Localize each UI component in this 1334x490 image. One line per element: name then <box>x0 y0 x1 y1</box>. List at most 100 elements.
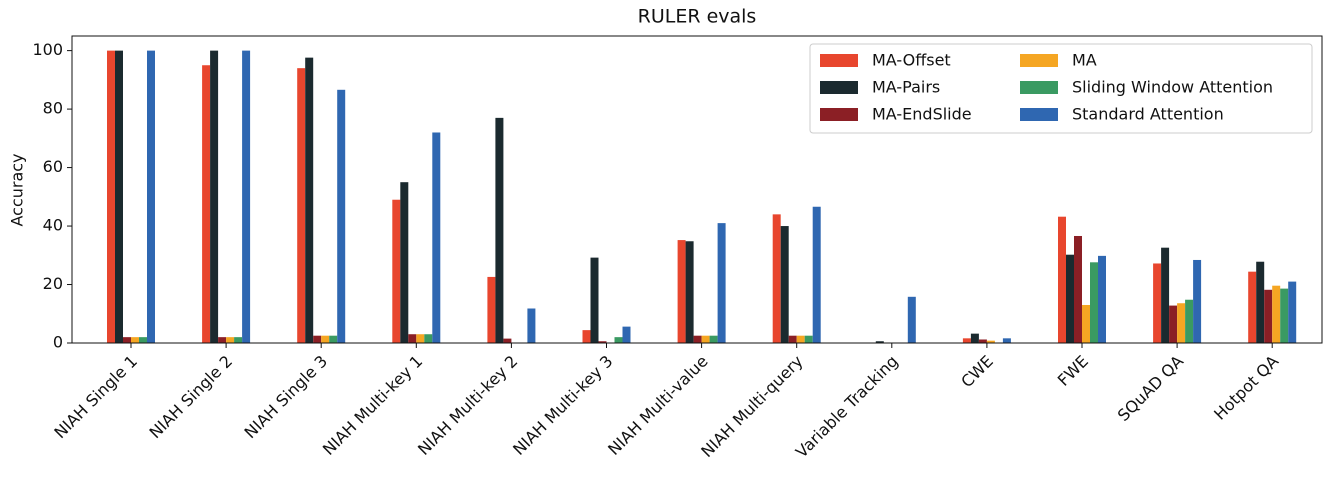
bar <box>986 340 995 343</box>
bar <box>1177 303 1186 343</box>
x-tick-label: NIAH Single 1 <box>50 352 141 443</box>
bar <box>242 50 251 343</box>
bar <box>226 337 235 343</box>
bar <box>139 337 147 343</box>
y-tick-label: 40 <box>43 216 63 235</box>
y-tick-label: 60 <box>43 157 63 176</box>
bar <box>978 339 987 343</box>
bar <box>408 334 417 343</box>
bar <box>1185 299 1194 343</box>
bar <box>1272 285 1281 343</box>
bar <box>796 335 805 343</box>
bar <box>1169 305 1178 343</box>
x-tick-label: Hotpot QA <box>1210 352 1282 424</box>
bar <box>970 333 979 343</box>
bar <box>329 335 338 343</box>
bar <box>400 182 409 343</box>
bar <box>210 50 219 343</box>
bar <box>202 65 211 343</box>
bar <box>875 341 884 343</box>
x-tick-label: FWE <box>1054 352 1092 390</box>
bar <box>622 326 631 343</box>
bar <box>1066 254 1074 343</box>
x-tick-label: NIAH Multi-key 3 <box>509 352 616 459</box>
y-tick-label: 0 <box>53 333 63 352</box>
bar <box>1058 216 1066 343</box>
y-tick-label: 80 <box>43 99 63 118</box>
bar <box>527 308 536 343</box>
bar <box>1288 281 1297 343</box>
bar <box>1256 261 1265 343</box>
bar <box>218 337 227 343</box>
y-tick-label: 100 <box>32 40 63 59</box>
x-tick-label: Variable Tracking <box>792 352 902 462</box>
legend-swatch <box>820 54 858 67</box>
bar <box>812 206 821 343</box>
bar <box>1248 271 1257 343</box>
bar <box>1002 338 1011 343</box>
bar <box>123 337 131 343</box>
legend-swatch <box>820 81 858 94</box>
chart-title: RULER evals <box>638 6 757 28</box>
bar <box>1264 289 1273 343</box>
legend-label: Standard Attention <box>1072 105 1224 124</box>
bar <box>677 240 686 343</box>
bar <box>321 335 330 343</box>
x-tick-label: NIAH Multi-key 1 <box>319 352 426 459</box>
bar <box>305 57 314 343</box>
x-tick-label: SQuAD QA <box>1114 352 1187 425</box>
legend-label: Sliding Window Attention <box>1072 78 1273 97</box>
bar <box>115 50 123 343</box>
bar <box>1153 263 1162 343</box>
bar <box>788 335 797 343</box>
bar <box>147 50 155 343</box>
x-tick-label: NIAH Multi-query <box>697 352 806 461</box>
y-axis-label: Accuracy <box>8 153 27 226</box>
bar <box>313 335 322 343</box>
legend-swatch <box>1020 54 1058 67</box>
legend-label: MA-Pairs <box>872 78 940 97</box>
bar <box>1098 255 1106 343</box>
legend-label: MA <box>1072 51 1097 70</box>
legend-label: MA-EndSlide <box>872 105 972 124</box>
plot-frame <box>71 35 1323 344</box>
bar <box>495 117 504 343</box>
bar <box>424 334 433 343</box>
bar <box>432 132 441 343</box>
bar <box>962 338 971 343</box>
bar <box>582 330 591 343</box>
bar <box>772 214 781 343</box>
bar <box>297 68 306 344</box>
bar <box>1161 247 1170 343</box>
bar <box>392 199 401 343</box>
bar <box>685 241 694 343</box>
x-tick-label: NIAH Multi-value <box>604 352 711 459</box>
bar <box>131 337 139 343</box>
bar <box>1193 259 1202 343</box>
bar <box>1090 262 1098 343</box>
bar <box>804 335 813 343</box>
bar <box>693 335 702 343</box>
legend-swatch <box>1020 81 1058 94</box>
bar <box>717 223 726 343</box>
legend-box <box>809 43 1313 134</box>
bar <box>107 50 115 343</box>
bar <box>701 335 710 343</box>
bar <box>780 226 789 343</box>
x-tick-label: NIAH Multi-key 2 <box>414 352 521 459</box>
bar <box>416 334 425 343</box>
legend-swatch <box>1020 108 1058 121</box>
legend-swatch <box>820 108 858 121</box>
bar <box>1082 304 1090 343</box>
bar <box>337 89 346 343</box>
bar <box>234 337 243 343</box>
x-tick-label: NIAH Single 2 <box>145 352 236 443</box>
bar <box>614 337 623 343</box>
x-tick-label: NIAH Single 3 <box>241 352 332 443</box>
x-tick-label: CWE <box>957 352 997 392</box>
bar <box>907 296 916 343</box>
bar <box>590 257 599 343</box>
bar <box>503 338 512 343</box>
